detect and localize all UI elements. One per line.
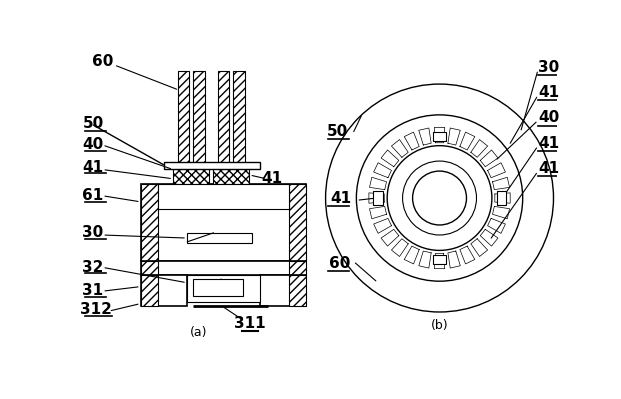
Polygon shape bbox=[460, 246, 475, 264]
Circle shape bbox=[402, 161, 476, 235]
Polygon shape bbox=[480, 150, 498, 167]
Bar bbox=[173, 167, 209, 184]
Bar bbox=[141, 275, 187, 306]
Polygon shape bbox=[495, 193, 510, 203]
Text: 30: 30 bbox=[83, 225, 104, 240]
Polygon shape bbox=[471, 140, 487, 157]
Text: 32: 32 bbox=[83, 260, 104, 275]
Bar bbox=[289, 184, 306, 261]
Bar bbox=[178, 71, 189, 171]
Text: (a): (a) bbox=[190, 326, 207, 339]
Text: 41: 41 bbox=[538, 85, 560, 100]
Polygon shape bbox=[487, 218, 505, 233]
Text: 41: 41 bbox=[538, 136, 560, 151]
Bar bbox=[141, 275, 158, 306]
Polygon shape bbox=[404, 246, 419, 264]
Bar bbox=[141, 184, 158, 261]
Text: 50: 50 bbox=[83, 116, 104, 131]
Text: 40: 40 bbox=[538, 111, 560, 125]
Bar bbox=[260, 275, 306, 306]
Bar bbox=[193, 71, 205, 171]
Text: 50: 50 bbox=[327, 124, 348, 138]
Text: 60: 60 bbox=[329, 256, 350, 271]
Polygon shape bbox=[369, 193, 384, 203]
Bar bbox=[233, 71, 245, 171]
Polygon shape bbox=[369, 177, 386, 190]
Bar bbox=[373, 191, 383, 205]
Bar bbox=[158, 184, 289, 209]
Text: 311: 311 bbox=[234, 316, 266, 331]
Polygon shape bbox=[480, 229, 498, 246]
Text: 41: 41 bbox=[83, 160, 104, 175]
Bar bbox=[289, 275, 306, 306]
Polygon shape bbox=[374, 163, 391, 178]
Text: 40: 40 bbox=[83, 137, 104, 152]
Polygon shape bbox=[448, 251, 460, 268]
Text: (b): (b) bbox=[431, 318, 448, 332]
Circle shape bbox=[356, 115, 523, 281]
Text: 41: 41 bbox=[538, 161, 560, 176]
Polygon shape bbox=[434, 253, 445, 269]
Bar bbox=[289, 261, 306, 275]
Bar bbox=[193, 279, 243, 296]
Bar bbox=[218, 71, 229, 171]
Polygon shape bbox=[369, 206, 386, 219]
Circle shape bbox=[412, 171, 466, 225]
Polygon shape bbox=[471, 239, 487, 257]
Polygon shape bbox=[419, 128, 431, 145]
Polygon shape bbox=[460, 132, 475, 150]
Bar bbox=[141, 261, 158, 275]
Bar bbox=[141, 184, 306, 261]
Polygon shape bbox=[419, 251, 431, 268]
Text: 41: 41 bbox=[330, 191, 351, 205]
Bar bbox=[433, 132, 446, 141]
Polygon shape bbox=[391, 140, 408, 157]
Polygon shape bbox=[448, 128, 460, 145]
Text: 30: 30 bbox=[538, 59, 560, 75]
Text: 312: 312 bbox=[80, 302, 112, 317]
Bar bbox=[433, 255, 446, 264]
Text: 31: 31 bbox=[83, 283, 104, 298]
Polygon shape bbox=[374, 218, 391, 233]
Bar bbox=[497, 191, 505, 205]
Text: 60: 60 bbox=[91, 54, 113, 69]
Text: 61: 61 bbox=[83, 188, 104, 203]
Polygon shape bbox=[381, 150, 399, 167]
Polygon shape bbox=[487, 163, 505, 178]
Bar bbox=[141, 261, 306, 275]
Polygon shape bbox=[391, 239, 408, 257]
Polygon shape bbox=[492, 206, 510, 219]
Bar bbox=[187, 233, 252, 243]
Polygon shape bbox=[434, 127, 445, 143]
Bar bbox=[187, 275, 260, 302]
Polygon shape bbox=[404, 132, 419, 150]
Polygon shape bbox=[381, 229, 399, 246]
Bar bbox=[213, 167, 250, 184]
Circle shape bbox=[387, 146, 492, 251]
Polygon shape bbox=[492, 177, 510, 190]
Circle shape bbox=[325, 84, 553, 312]
Bar bbox=[164, 162, 260, 169]
Text: 41: 41 bbox=[261, 171, 282, 186]
